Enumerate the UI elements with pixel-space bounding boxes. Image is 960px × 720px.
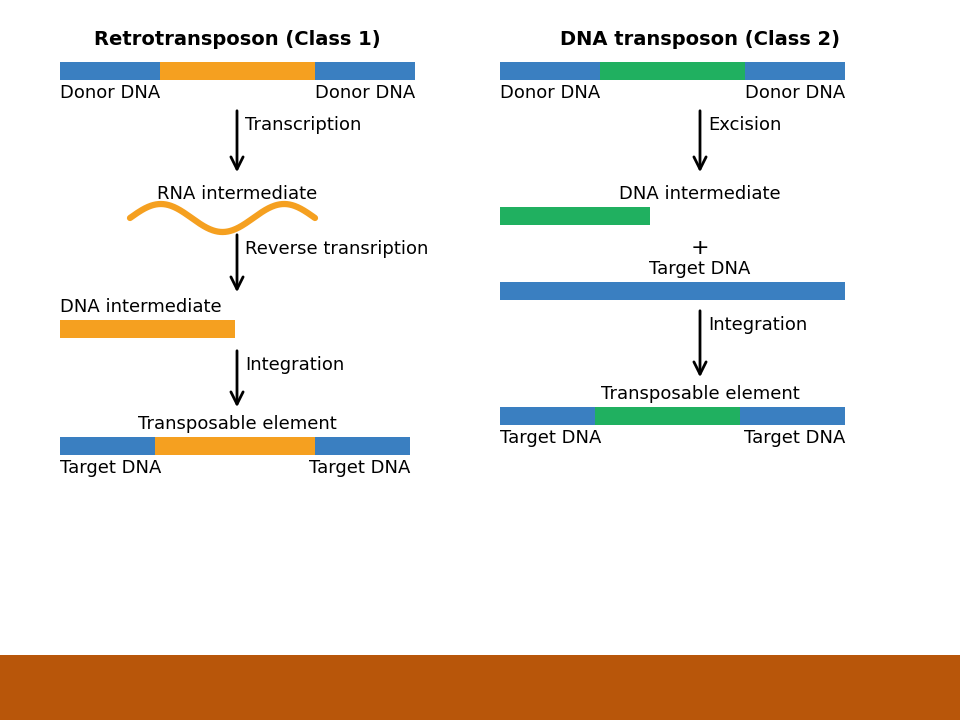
Bar — [600, 62, 745, 80]
Bar — [500, 407, 595, 425]
Bar — [315, 62, 415, 80]
Bar — [745, 62, 845, 80]
Text: Target DNA: Target DNA — [308, 459, 410, 477]
Text: Target DNA: Target DNA — [500, 429, 601, 447]
Text: Target DNA: Target DNA — [744, 429, 845, 447]
Bar — [155, 437, 315, 455]
Text: Reverse transription: Reverse transription — [245, 240, 428, 258]
Text: +: + — [690, 238, 709, 258]
Text: Donor DNA: Donor DNA — [315, 84, 415, 102]
Bar — [595, 407, 740, 425]
Bar — [500, 282, 845, 300]
Bar — [60, 320, 235, 338]
Text: Retrotransposon (Class 1): Retrotransposon (Class 1) — [94, 30, 380, 49]
Bar — [60, 437, 155, 455]
Bar — [500, 207, 650, 225]
Text: Donor DNA: Donor DNA — [500, 84, 600, 102]
Bar — [500, 62, 600, 80]
Text: Donor DNA: Donor DNA — [60, 84, 160, 102]
Text: Excision: Excision — [708, 116, 781, 134]
Text: Transcription: Transcription — [245, 116, 361, 134]
Text: Integration: Integration — [708, 316, 807, 334]
Bar — [315, 437, 410, 455]
Bar — [740, 407, 845, 425]
Bar — [160, 62, 315, 80]
Text: Integration: Integration — [245, 356, 345, 374]
Text: Target DNA: Target DNA — [649, 260, 751, 278]
Text: Transposable element: Transposable element — [137, 415, 336, 433]
Bar — [0, 655, 960, 720]
Text: Target DNA: Target DNA — [60, 459, 161, 477]
Bar — [60, 62, 160, 80]
Text: DNA intermediate: DNA intermediate — [60, 298, 222, 316]
Text: DNA intermediate: DNA intermediate — [619, 185, 780, 203]
Text: Transposable element: Transposable element — [601, 385, 800, 403]
Text: DNA transposon (Class 2): DNA transposon (Class 2) — [560, 30, 840, 49]
Text: RNA intermediate: RNA intermediate — [156, 185, 317, 203]
Text: Donor DNA: Donor DNA — [745, 84, 845, 102]
